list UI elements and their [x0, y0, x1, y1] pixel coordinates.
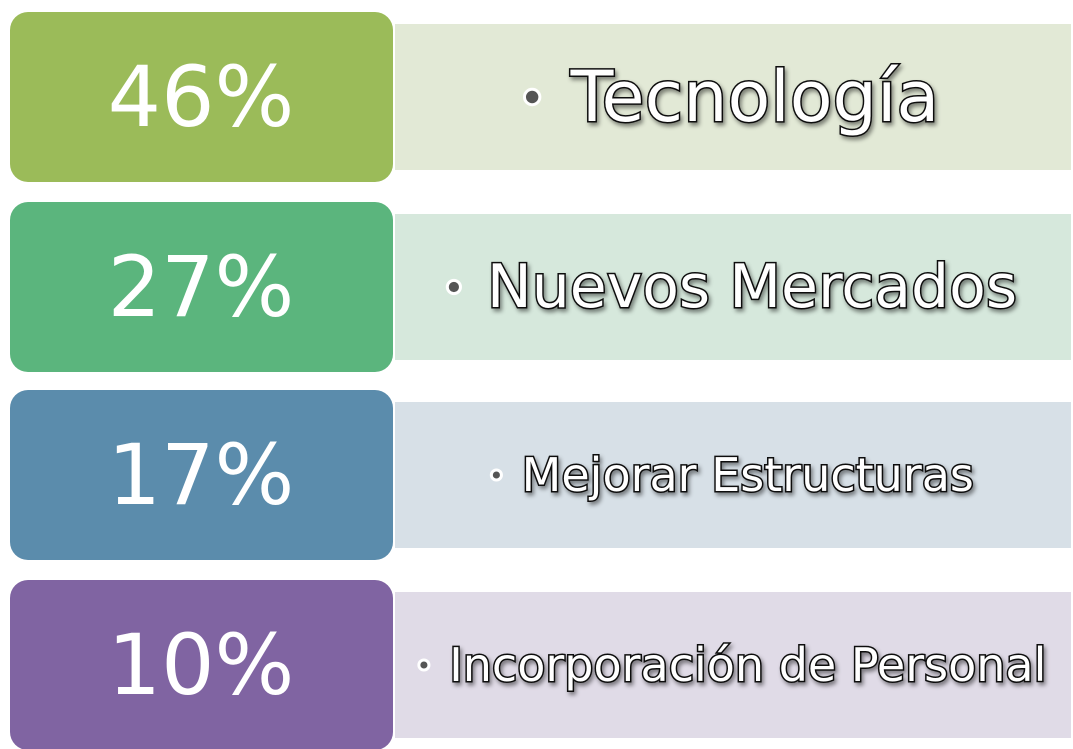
- item-label: Incorporación de Personal: [449, 638, 1046, 692]
- percent-box: [10, 202, 393, 372]
- percent: 17%: [108, 426, 295, 524]
- percent-box: [10, 390, 393, 560]
- bullet: [522, 87, 542, 107]
- label-panel: [395, 24, 1071, 170]
- label-panel: [395, 402, 1071, 548]
- bullet: [489, 468, 503, 482]
- percent-box: [10, 580, 393, 749]
- item-label: Mejorar Estructuras: [522, 448, 974, 502]
- item-label: Tecnología: [570, 56, 940, 138]
- bullet: [417, 658, 431, 672]
- percent-box: [10, 12, 393, 182]
- label-panel: [395, 214, 1071, 360]
- percent: 46%: [108, 48, 295, 146]
- item-label: Nuevos Mercados: [487, 252, 1017, 322]
- percent: 27%: [108, 238, 295, 336]
- label-panel: [395, 592, 1071, 738]
- bullet: [445, 278, 462, 296]
- percent: 10%: [108, 616, 295, 714]
